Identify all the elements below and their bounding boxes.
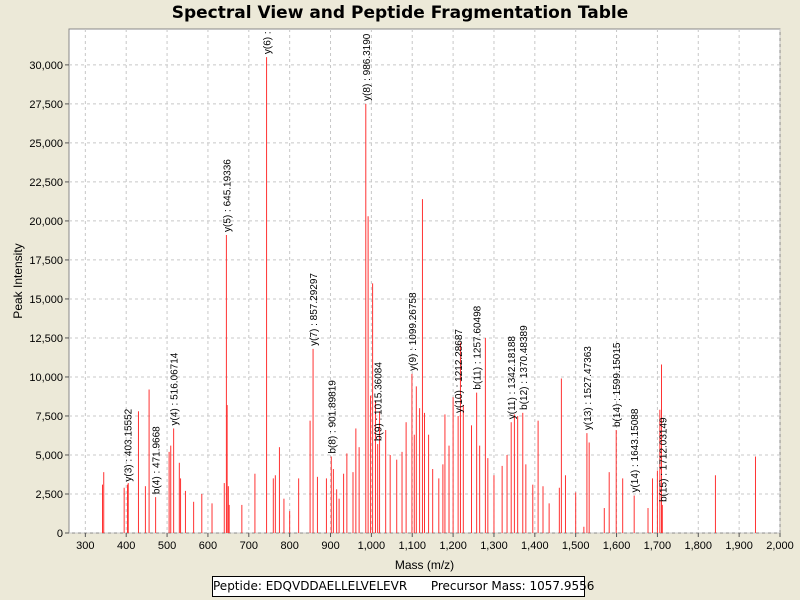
y-tick-label: 30,000 — [29, 60, 63, 72]
x-tick-label: 700 — [240, 540, 258, 552]
peak-annotation: y(8) : 986.3190 — [362, 33, 373, 101]
x-tick-label: 1,300 — [480, 540, 508, 552]
peak-annotation: y(11) : 1342.18188 — [507, 336, 518, 420]
y-tick-label: 0 — [57, 528, 63, 540]
x-tick-label: 600 — [199, 540, 217, 552]
x-tick-label: 800 — [280, 540, 298, 552]
y-tick-label: 7,500 — [35, 411, 63, 423]
y-tick-label: 12,500 — [29, 333, 63, 345]
x-tick-label: 400 — [117, 540, 135, 552]
peak-annotation: b(12) : 1370.48389 — [519, 325, 530, 410]
x-tick-label: 500 — [158, 540, 176, 552]
peak-annotations: y(3) : 403.15552 b(4) : 471.9668 y(4) : 51… — [123, 31, 669, 502]
peak-annotation: y(3) : 403.15552 — [123, 408, 134, 481]
peptide-label: Peptide: — [213, 579, 262, 593]
y-axis-label: Peak Intensity — [11, 243, 25, 318]
peak-annotation: y(5) : 645.19336 — [222, 159, 233, 232]
y-tick-label: 2,500 — [35, 489, 63, 501]
x-axis-label: Mass (m/z) — [395, 558, 454, 572]
x-tick-label: 1,500 — [562, 540, 590, 552]
peptide-sequence: EDQVDDAELLELVELEVR — [265, 579, 408, 593]
peak-annotation: y(7) : 857.29297 — [309, 273, 320, 346]
y-tick-label: 10,000 — [29, 372, 63, 384]
y-tick-label: 27,500 — [29, 99, 63, 111]
peak-annotation: y(9) : 1099.26758 — [408, 292, 419, 371]
precursor-mass-value: 1057.9556 — [529, 579, 595, 593]
peaks — [102, 57, 756, 533]
x-tick-label: 1,600 — [603, 540, 631, 552]
y-tick-label: 5,000 — [35, 450, 63, 462]
x-tick-label: 1,800 — [685, 540, 713, 552]
y-tick-label: 25,000 — [29, 138, 63, 150]
x-tick-label: 1,000 — [358, 540, 386, 552]
x-tick-label: 900 — [321, 540, 339, 552]
x-tick-label: 1,700 — [644, 540, 672, 552]
peak-annotation: y(10) : 1212.28687 — [454, 329, 465, 413]
y-tick-label: 22,500 — [29, 177, 63, 189]
peak-annotation: y(14) : 1643.15088 — [630, 408, 641, 492]
peak-annotation: b(9) : 1015.36084 — [374, 362, 385, 441]
x-tick-label: 2,000 — [766, 540, 794, 552]
y-tick-label: 17,500 — [29, 255, 63, 267]
peak-annotation: b(14) : 1599.15015 — [612, 342, 623, 427]
x-tick-label: 1,400 — [521, 540, 549, 552]
peak-annotation: b(8) : 901.89819 — [327, 380, 338, 454]
peptide-info-box: Peptide: EDQVDDAELLELVELEVR Precursor Ma… — [212, 576, 594, 597]
axes: 300 400 500 600 700 800 900 1,000 1,100 1,200 1,30… — [29, 60, 793, 552]
peak-annotation: y(13) : 1527.47363 — [583, 346, 594, 430]
peak-annotation: b(4) : 471.9668 — [152, 426, 163, 494]
x-tick-label: 300 — [76, 540, 94, 552]
chart-title: Spectral View and Peptide Fragmentation … — [171, 3, 629, 23]
x-tick-label: 1,900 — [725, 540, 753, 552]
precursor-mass-label: Precursor Mass: — [430, 579, 526, 593]
y-tick-label: 15,000 — [29, 294, 63, 306]
peak-annotation: y(6) : — [263, 31, 274, 54]
peak-annotation: b(11) : 1257.60498 — [473, 305, 484, 389]
x-tick-label: 1,100 — [398, 540, 426, 552]
peak-annotation: y(4) : 516.06714 — [170, 352, 181, 425]
y-tick-label: 20,000 — [29, 216, 63, 228]
x-tick-label: 1,200 — [439, 540, 467, 552]
peak-annotation: b(15) : 1712.03149 — [658, 417, 669, 502]
